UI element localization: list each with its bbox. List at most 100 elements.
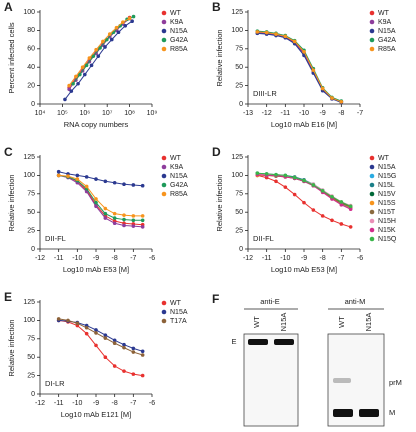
data-point xyxy=(94,331,98,335)
x-tick-label: -7 xyxy=(338,255,344,262)
data-point xyxy=(114,25,119,30)
series-line xyxy=(58,174,143,228)
data-point xyxy=(94,197,98,201)
data-point xyxy=(121,20,125,24)
data-point xyxy=(131,214,136,218)
data-point xyxy=(66,318,70,323)
data-point xyxy=(80,65,85,69)
y-tick-label: 25 xyxy=(27,372,35,379)
data-point xyxy=(103,333,108,337)
y-axis-label: Percent infected cells xyxy=(7,22,16,94)
x-tick-label: -13 xyxy=(243,110,253,117)
band xyxy=(274,339,294,345)
x-axis-label: Log10 mAb E121 [M] xyxy=(61,410,131,419)
legend-marker xyxy=(161,164,167,170)
legend-marker xyxy=(161,19,167,25)
y-tick-label: 60 xyxy=(27,46,35,53)
annotation: DII-FL xyxy=(45,234,66,243)
x-tick-label: -8 xyxy=(320,255,326,262)
data-point xyxy=(122,345,126,350)
y-tick-label: 100 xyxy=(231,172,243,179)
data-point xyxy=(109,37,114,42)
marker-label: E xyxy=(231,337,236,346)
legend-marker xyxy=(161,37,167,43)
data-point xyxy=(98,46,102,50)
legend-marker xyxy=(369,182,375,188)
x-tick-label: -7 xyxy=(130,255,136,262)
y-tick-label: 100 xyxy=(23,9,35,16)
data-point xyxy=(140,373,145,378)
x-tick-label: 10⁷ xyxy=(102,110,113,117)
x-axis-label: Log10 mAb E53 [M] xyxy=(63,265,129,274)
data-point xyxy=(101,39,105,44)
y-axis-label: Relative infection xyxy=(7,319,16,376)
data-point xyxy=(131,218,136,223)
data-point xyxy=(87,56,92,60)
data-point xyxy=(84,175,89,179)
data-point xyxy=(67,83,71,88)
series-line xyxy=(257,31,342,103)
legend-label: WT xyxy=(170,10,182,17)
data-point xyxy=(78,72,82,77)
series-line xyxy=(58,174,143,226)
panel-label: F xyxy=(212,292,219,306)
legend-marker xyxy=(161,155,167,161)
data-point xyxy=(311,68,316,72)
legend-label: R85A xyxy=(170,191,188,198)
y-tick-label: 100 xyxy=(231,27,243,34)
legend-marker xyxy=(161,191,167,197)
data-point xyxy=(264,172,269,176)
data-point xyxy=(76,81,80,86)
data-point xyxy=(140,225,145,229)
data-point xyxy=(112,211,117,216)
data-point xyxy=(339,99,344,104)
data-point xyxy=(83,72,87,77)
data-point xyxy=(103,216,108,220)
data-point xyxy=(255,171,260,175)
data-point xyxy=(122,213,126,217)
data-point xyxy=(89,63,94,68)
y-tick-label: 40 xyxy=(27,64,35,71)
y-tick-label: 0 xyxy=(239,101,243,108)
y-axis-label: Relative infection xyxy=(7,174,16,231)
data-point xyxy=(107,32,112,36)
panel-label: D xyxy=(212,145,221,159)
legend-label: N15A xyxy=(170,309,188,316)
band xyxy=(248,339,268,345)
y-tick-label: 125 xyxy=(231,9,243,16)
legend-label: WT xyxy=(170,300,182,307)
data-point xyxy=(311,183,316,187)
data-point xyxy=(94,204,98,209)
x-tick-label: 10⁴ xyxy=(35,110,46,117)
y-tick-label: 0 xyxy=(239,246,243,253)
legend-label: N15Q xyxy=(378,236,397,243)
data-point xyxy=(84,325,89,330)
legend-marker xyxy=(369,10,375,16)
data-point xyxy=(103,206,108,211)
x-tick-label: -6 xyxy=(149,400,155,407)
data-point xyxy=(283,185,288,189)
data-point xyxy=(71,81,75,86)
data-point xyxy=(140,218,145,223)
band xyxy=(333,378,351,383)
data-point xyxy=(75,321,80,326)
data-point xyxy=(264,30,269,35)
data-point xyxy=(348,204,353,209)
data-point xyxy=(103,179,108,184)
data-point xyxy=(84,331,89,336)
data-point xyxy=(84,63,89,68)
data-point xyxy=(66,174,70,178)
legend-label: N15S xyxy=(378,200,396,207)
data-point xyxy=(320,189,325,193)
data-point xyxy=(140,214,145,218)
x-axis-label: Log10 mAb E53 [M] xyxy=(271,265,337,274)
y-tick-label: 75 xyxy=(235,46,243,53)
band xyxy=(333,409,353,417)
x-tick-label: -12 xyxy=(262,110,272,117)
legend-marker xyxy=(369,28,375,34)
data-point xyxy=(112,338,117,343)
data-point xyxy=(75,177,80,181)
band xyxy=(359,409,379,417)
legend-marker xyxy=(369,164,375,170)
panel-label: C xyxy=(4,145,13,159)
